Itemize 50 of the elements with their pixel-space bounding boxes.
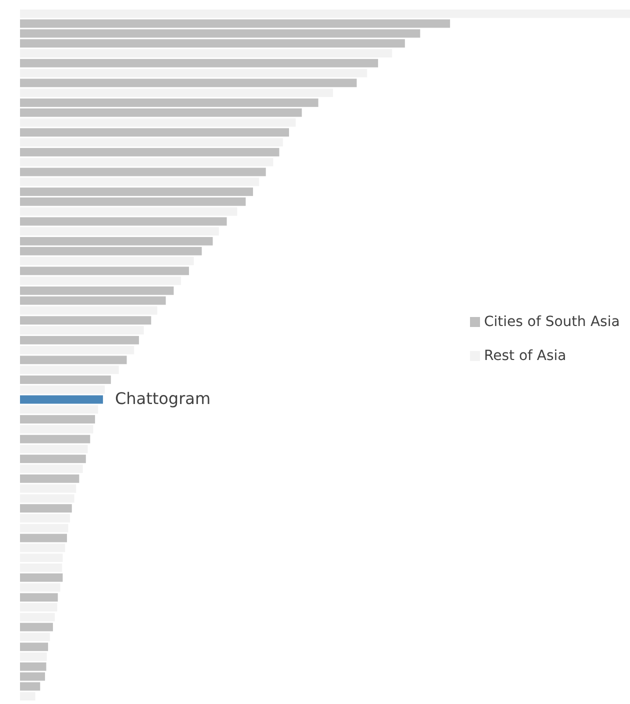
bar [20, 593, 58, 602]
bar [20, 178, 260, 186]
bar [20, 366, 119, 374]
bar [20, 376, 111, 384]
bar [20, 148, 280, 156]
bar [20, 306, 158, 315]
series-label: Chattogram [114, 388, 211, 408]
bar [20, 227, 219, 236]
bar [20, 217, 227, 226]
bar [20, 168, 266, 176]
bar [20, 444, 88, 454]
bar [20, 632, 50, 642]
bar [20, 534, 67, 542]
bar [20, 88, 333, 98]
bar [20, 573, 63, 582]
bar [20, 692, 36, 701]
bar [20, 434, 90, 444]
legend-label: Rest of Asia [484, 348, 566, 364]
bar [20, 49, 392, 58]
bar [20, 158, 274, 166]
bar [20, 424, 94, 434]
bar [20, 356, 127, 364]
bar [20, 395, 103, 404]
bar [20, 326, 144, 334]
bar [20, 58, 378, 68]
bar [20, 128, 290, 137]
bar [20, 138, 283, 147]
bar [20, 385, 105, 394]
legend-label: Cities of South Asia [484, 314, 620, 330]
bar [20, 276, 182, 286]
bar [20, 652, 47, 661]
bar [20, 256, 194, 266]
bar [20, 583, 60, 592]
bar [20, 9, 630, 18]
bar [20, 415, 96, 424]
bar [20, 336, 139, 344]
bar [20, 504, 72, 513]
bar [20, 266, 189, 276]
bar [20, 642, 48, 652]
bar [20, 118, 296, 127]
bar [20, 68, 368, 78]
bar [20, 622, 53, 632]
bar [20, 474, 80, 483]
bar [20, 454, 86, 464]
bar [20, 405, 98, 414]
bar [20, 207, 238, 216]
bar [20, 346, 134, 354]
bar [20, 78, 357, 88]
bar [20, 464, 83, 473]
bar [20, 316, 152, 325]
